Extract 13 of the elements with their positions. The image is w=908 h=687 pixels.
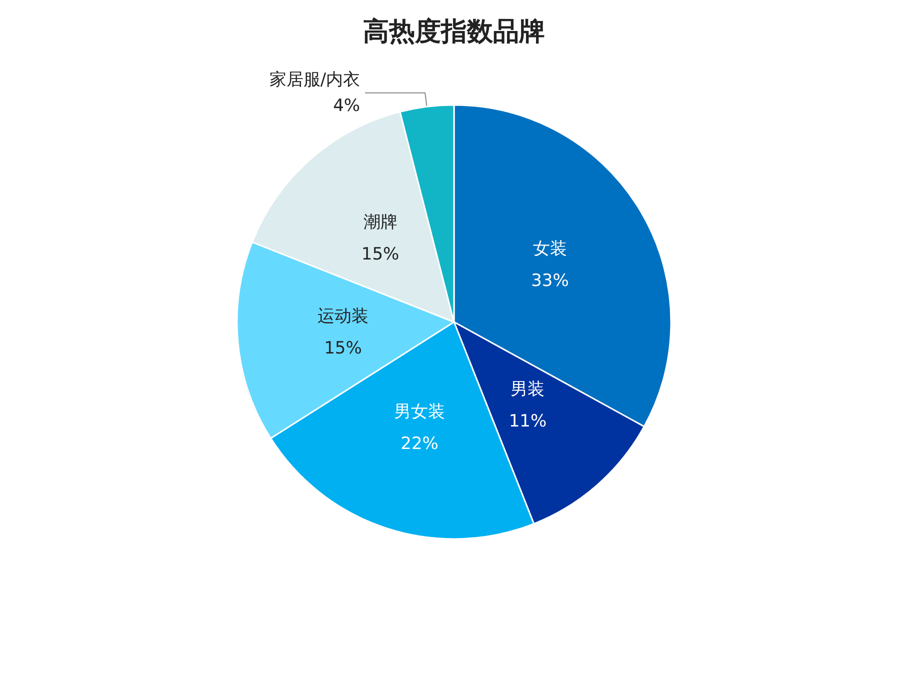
slice-label: 家居服/内衣 <box>269 70 360 90</box>
data-label: 33% <box>531 271 569 292</box>
slice-label: 运动装 <box>317 306 368 326</box>
data-label: 15% <box>361 244 400 264</box>
data-label: 11% <box>508 412 547 432</box>
data-label: 22% <box>400 434 438 454</box>
slice-label: 男装 <box>510 380 545 400</box>
chart-title: 高热度指数品牌 <box>363 17 545 47</box>
data-label: 4% <box>322 96 360 116</box>
slice-label: 男女装 <box>394 402 446 422</box>
slice-label: 潮牌 <box>363 212 398 232</box>
data-label: 15% <box>324 338 362 358</box>
slice-label: 女装 <box>532 239 567 260</box>
